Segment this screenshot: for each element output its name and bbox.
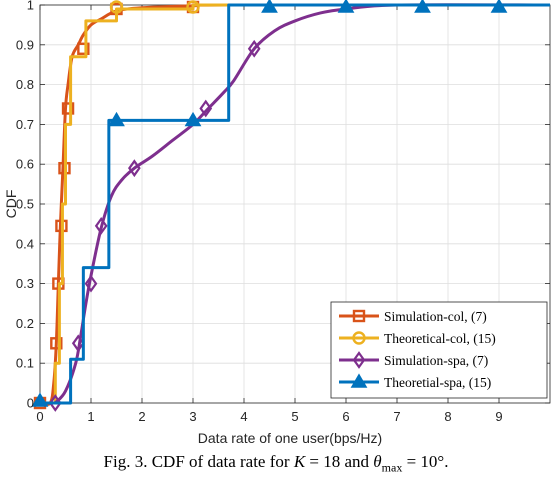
series-marker [61, 102, 75, 115]
legend-label: Theoretial-spa, (15) [384, 375, 491, 390]
series-marker [490, 0, 508, 13]
caption-theta-eq: = 10°. [402, 452, 449, 471]
x-tick-label: 1 [87, 409, 94, 424]
legend-marker [352, 331, 366, 345]
y-tick-label: 0.9 [16, 37, 34, 52]
legend-item: Theoretial-spa, (15) [339, 373, 491, 390]
series-marker [337, 0, 355, 13]
x-tick-label: 2 [138, 409, 145, 424]
y-tick-label: 0.3 [16, 276, 34, 291]
y-tick-label: 0.5 [16, 197, 34, 212]
legend-marker [350, 373, 368, 388]
series-marker [186, 0, 200, 14]
y-axis-label: CDF [3, 190, 19, 219]
y-tick-label: 0.7 [16, 117, 34, 132]
y-tick-label: 1 [27, 0, 34, 13]
x-axis-label: Data rate of one user(bps/Hz) [198, 430, 382, 446]
y-tick-label: 0.4 [16, 236, 34, 251]
series-1 [40, 0, 550, 405]
legend-marker [352, 351, 366, 369]
series-marker [127, 159, 141, 178]
y-tick-label: 0.8 [16, 77, 34, 92]
figure-caption: Fig. 3. CDF of data rate for K = 18 and … [0, 452, 552, 475]
series-marker [71, 334, 85, 353]
y-tick-label: 0.2 [16, 316, 34, 331]
caption-theta: θ [373, 452, 382, 471]
y-tick-label: 0 [27, 396, 34, 411]
x-tick-label: 6 [342, 409, 349, 424]
series-line [39, 3, 551, 405]
series-layer [31, 0, 551, 412]
series-line [40, 3, 550, 405]
series-marker [414, 0, 431, 13]
legend: Simulation-col, (7) Theoretical-col, (15)… [330, 301, 548, 399]
x-tick-label: 3 [189, 409, 196, 424]
legend-item: Simulation-col, (7) [339, 309, 487, 324]
series-marker [199, 99, 213, 118]
x-tick-label: 7 [393, 409, 400, 424]
series-marker [109, 0, 124, 14]
series-2 [39, 3, 551, 412]
series-marker [108, 111, 125, 127]
caption-k-var: K [293, 452, 306, 471]
y-tick-label: 0.1 [16, 356, 34, 371]
series-marker [261, 0, 278, 13]
legend-item: Theoretical-col, (15) [339, 331, 496, 346]
legend-item: Simulation-spa, (7) [339, 351, 488, 369]
series-marker [31, 392, 49, 407]
series-marker [247, 39, 261, 58]
tick-labels: 0 1 2 3 4 5 6 7 8 9 0 0.1 0.2 0.3 0.4 0.5 0.6 0.7 0.8 0.9 1 [16, 0, 503, 424]
series-marker [84, 274, 98, 293]
caption-k-eq: = 18 and [305, 452, 374, 471]
series-marker [50, 337, 63, 350]
series-3 [31, 0, 550, 407]
series-marker [94, 216, 108, 235]
series-line [40, 3, 550, 405]
x-tick-label: 4 [240, 409, 247, 424]
caption-prefix: Fig. 3. CDF of data rate for [103, 452, 294, 471]
x-tick-label: 5 [291, 409, 298, 424]
y-tick-label: 0.6 [16, 157, 34, 172]
series-marker [77, 42, 90, 55]
legend-marker [352, 309, 366, 323]
caption-theta-sub: max [381, 460, 403, 475]
x-tick-label: 9 [495, 409, 502, 424]
legend-label: Theoretical-col, (15) [384, 331, 496, 346]
series-marker [184, 111, 202, 127]
legend-label: Simulation-spa, (7) [384, 353, 488, 368]
series-marker [48, 394, 62, 412]
legend-label: Simulation-col, (7) [384, 309, 487, 324]
x-tick-label: 8 [444, 409, 451, 424]
x-tick-label: 0 [36, 409, 43, 424]
